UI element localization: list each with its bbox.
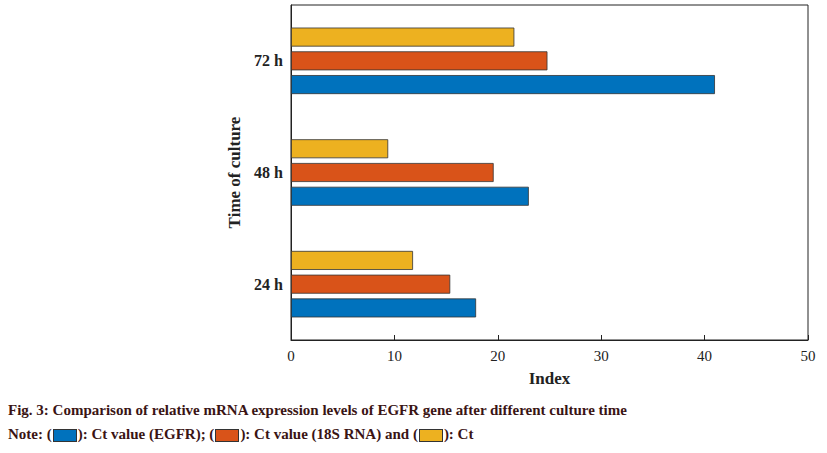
svg-text:48 h: 48 h [254, 164, 283, 181]
svg-text:50: 50 [801, 348, 816, 364]
svg-text:0: 0 [287, 348, 295, 364]
html-text:): Ct: ): Ct [443, 426, 474, 442]
svg-text:30: 30 [594, 348, 609, 364]
svg-text:24 h: 24 h [254, 276, 283, 293]
svg-text:Index: Index [529, 369, 571, 388]
html-text:): Ct value (18S RNA) and (: ): Ct value (18S RNA) and ( [240, 426, 418, 442]
svg-text:10: 10 [387, 348, 402, 364]
svg-text:40: 40 [697, 348, 712, 364]
html-text:Note: (: Note: ( [8, 426, 52, 442]
svg-text:20: 20 [490, 348, 505, 364]
svg-text:Time of culture: Time of culture [225, 116, 244, 228]
html-text:): Ct value (EGFR); (: ): Ct value (EGFR); ( [77, 426, 215, 442]
html-text:Fig. 3: Comparison of relative: Fig. 3: Comparison of relative mRNA expr… [8, 402, 627, 418]
svg-text:72 h: 72 h [254, 52, 283, 69]
